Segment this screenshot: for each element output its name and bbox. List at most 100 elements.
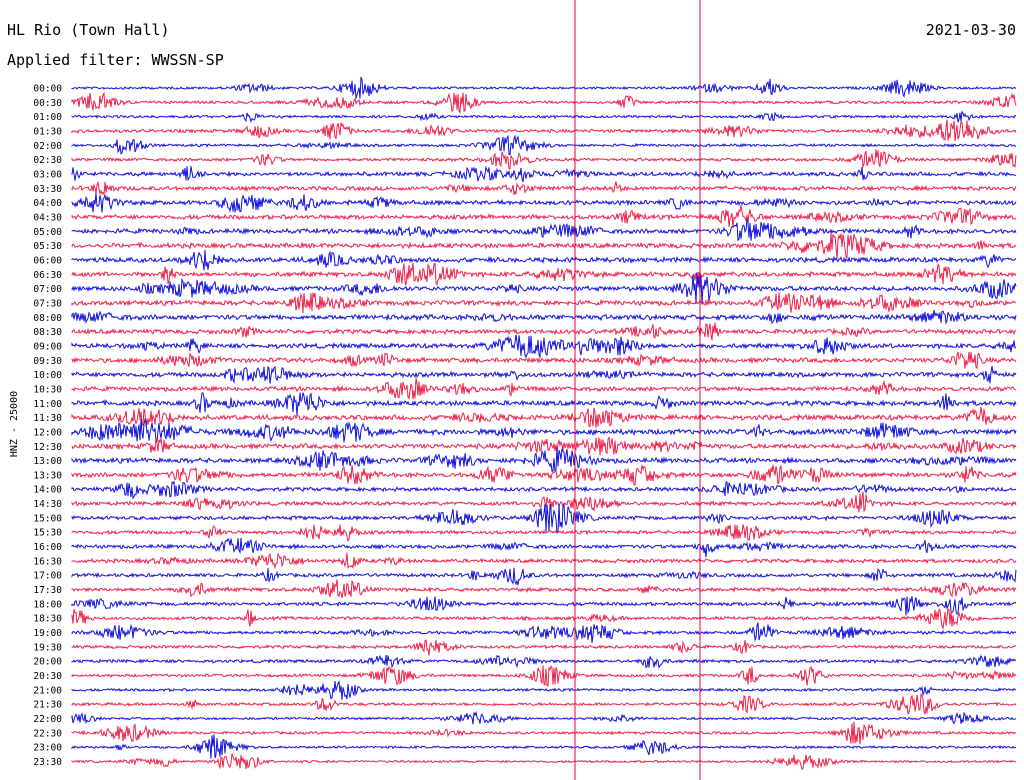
time-tick-label: 09:30	[33, 356, 62, 367]
trace-row-0700	[71, 272, 1017, 305]
trace-row-2300	[71, 734, 1017, 759]
trace-row-1600	[71, 537, 1017, 558]
trace-row-0600	[71, 249, 1017, 271]
trace-row-0300	[71, 165, 1017, 183]
trace-row-1200	[71, 417, 1017, 443]
trace-row-1930	[71, 639, 1017, 656]
chart-date: 2021-03-30	[926, 21, 1016, 39]
trace-row-0200	[71, 134, 1017, 156]
time-tick-label: 02:30	[33, 155, 62, 166]
trace-row-2000	[71, 654, 1017, 669]
trace-row-1330	[71, 464, 1017, 486]
trace-row-0230	[71, 149, 1017, 170]
trace-row-0830	[71, 322, 1017, 341]
time-tick-label: 18:00	[33, 599, 62, 610]
trace-row-1230	[71, 435, 1017, 456]
time-tick-label: 15:30	[33, 528, 62, 539]
trace-row-0900	[71, 334, 1017, 359]
trace-row-0030	[71, 91, 1017, 115]
time-tick-label: 16:30	[33, 556, 62, 567]
trace-row-2100	[71, 680, 1017, 700]
time-tick-label: 01:30	[33, 126, 62, 137]
time-tick-label: 08:30	[33, 327, 62, 338]
trace-row-0530	[71, 232, 1017, 259]
time-tick-label: 17:30	[33, 585, 62, 596]
time-tick-label: 12:30	[33, 442, 62, 453]
time-tick-label: 10:00	[33, 370, 62, 381]
trace-row-0630	[71, 262, 1017, 287]
trace-row-2200	[71, 710, 1017, 725]
time-tick-label: 00:00	[33, 84, 62, 95]
trace-row-1500	[71, 503, 1017, 534]
trace-row-1030	[71, 377, 1017, 400]
trace-row-1530	[71, 524, 1017, 542]
trace-row-0400	[71, 193, 1017, 214]
trace-row-1100	[71, 392, 1017, 416]
y-axis-label: HNZ - 25000	[9, 391, 20, 457]
chart-title: HL Rio (Town Hall)	[7, 21, 170, 39]
time-tick-label: 21:30	[33, 700, 62, 711]
time-tick-label: 07:00	[33, 284, 62, 295]
trace-row-1700	[71, 567, 1017, 586]
time-tick-label: 08:00	[33, 313, 62, 324]
time-tick-label: 03:30	[33, 184, 62, 195]
trace-row-2130	[71, 692, 1017, 715]
trace-row-2030	[71, 665, 1017, 688]
time-tick-label: 20:00	[33, 657, 62, 668]
trace-row-1830	[71, 608, 1017, 631]
time-tick-label: 10:30	[33, 384, 62, 395]
time-tick-label: 12:00	[33, 427, 62, 438]
time-tick-label: 22:30	[33, 728, 62, 739]
time-tick-label: 19:30	[33, 642, 62, 653]
time-tick-label: 11:00	[33, 399, 62, 410]
time-tick-label: 09:00	[33, 341, 62, 352]
time-tick-label: 16:00	[33, 542, 62, 553]
trace-row-1130	[71, 406, 1017, 429]
time-tick-label: 15:00	[33, 513, 62, 524]
time-tick-label: 21:00	[33, 685, 62, 696]
time-tick-label: 23:00	[33, 743, 62, 754]
trace-rows	[71, 76, 1017, 771]
time-tick-label: 20:30	[33, 671, 62, 682]
trace-row-0330	[71, 180, 1017, 197]
trace-row-1400	[71, 480, 1017, 500]
time-tick-label: 07:30	[33, 298, 62, 309]
time-tick-label: 13:30	[33, 470, 62, 481]
trace-row-0500	[71, 219, 1017, 242]
time-tick-label: 04:00	[33, 198, 62, 209]
time-tick-label: 06:00	[33, 255, 62, 266]
time-tick-label: 01:00	[33, 112, 62, 123]
time-tick-label: 17:00	[33, 571, 62, 582]
time-tick-label: 23:30	[33, 757, 62, 768]
trace-row-0130	[71, 119, 1017, 141]
time-tick-label: 06:30	[33, 270, 62, 281]
time-tick-label: 05:30	[33, 241, 62, 252]
time-tick-label: 03:00	[33, 169, 62, 180]
chart-subtitle: Applied filter: WWSSN-SP	[7, 51, 224, 69]
trace-row-0100	[71, 110, 1017, 124]
time-tick-label: 02:00	[33, 141, 62, 152]
time-tick-label: 04:30	[33, 212, 62, 223]
trace-row-1800	[71, 596, 1017, 616]
trace-row-0000	[71, 76, 1017, 99]
time-tick-label: 00:30	[33, 98, 62, 109]
trace-row-1000	[71, 365, 1017, 384]
trace-row-0800	[71, 309, 1017, 325]
trace-row-1430	[71, 491, 1017, 513]
time-tick-label: 14:00	[33, 485, 62, 496]
time-tick-label: 19:00	[33, 628, 62, 639]
time-tick-label: 18:30	[33, 614, 62, 625]
time-tick-label: 14:30	[33, 499, 62, 510]
trace-row-0930	[71, 351, 1017, 370]
trace-row-1630	[71, 552, 1017, 570]
trace-row-1730	[71, 579, 1017, 598]
trace-row-1300	[71, 447, 1017, 473]
time-tick-label: 11:30	[33, 413, 62, 424]
time-tick-label: 05:00	[33, 227, 62, 238]
trace-row-0730	[71, 292, 1017, 314]
time-tick-label: 22:00	[33, 714, 62, 725]
trace-row-1900	[71, 622, 1017, 644]
trace-row-2330	[71, 753, 1017, 771]
time-tick-label: 13:00	[33, 456, 62, 467]
